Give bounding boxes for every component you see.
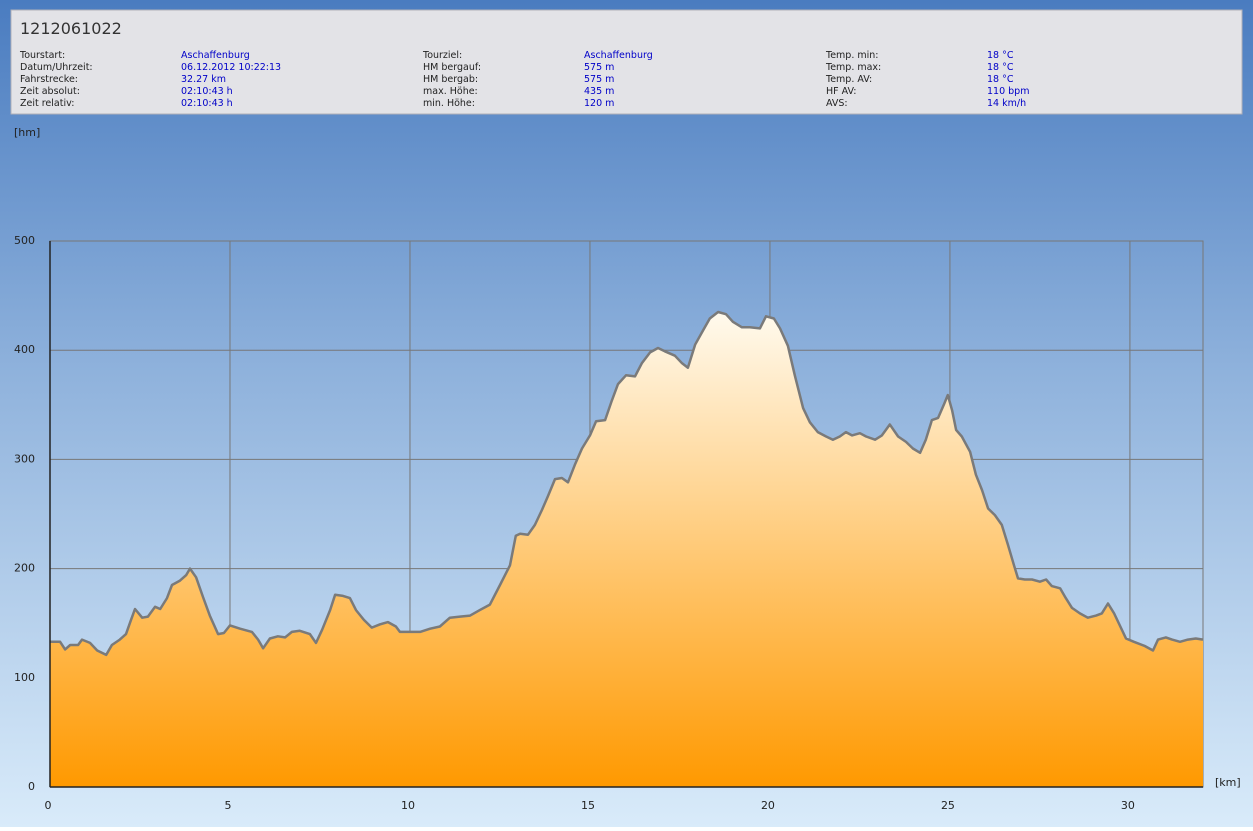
panel-title: 1212061022 [20,19,122,38]
field-label: Datum/Uhrzeit: [20,62,93,73]
info-fields: Tourstart: Aschaffenburg Datum/Uhrzeit: 06.… [19,50,1029,109]
field-label: Tourstart: [19,50,65,61]
field-label: Tourziel: [422,50,462,61]
field-label: min. Höhe: [423,98,475,109]
y-tick-label: 200 [14,562,35,575]
field-value: 02:10:43 h [181,98,233,109]
field-label: Temp. AV: [825,74,872,85]
y-tick-label: 300 [14,452,35,465]
x-tick-label: 10 [401,799,415,812]
x-tick-label: 25 [941,799,955,812]
y-tick-label: 0 [28,780,35,793]
line [50,310,1204,657]
field-value: 110 bpm [987,86,1029,97]
field-label: Zeit relativ: [20,98,74,109]
x-tick-label: 20 [761,799,775,812]
info-panel [10,9,1243,115]
field-value: 06.12.2012 10:22:13 [181,62,281,73]
field-value: 18 °C [987,50,1014,61]
y-tick-label: 400 [14,343,35,356]
x-tick-label: 30 [1121,799,1135,812]
field-value: 02:10:43 h [181,86,233,97]
area [50,312,1203,787]
x-axis-label: [km] [1215,776,1241,789]
field-label: Temp. min: [825,50,878,61]
field-value: 32.27 km [181,74,226,85]
field-value: Aschaffenburg [584,50,653,61]
field-label: HF AV: [826,86,856,97]
field-label: max. Höhe: [423,86,478,97]
y-tick-label: 100 [14,671,35,684]
field-label: HM bergauf: [423,62,481,73]
x-tick-label: 0 [45,799,52,812]
field-value: 435 m [584,86,614,97]
x-tick-label: 15 [581,799,595,812]
field-label: Zeit absolut: [20,86,80,97]
plot: 0 100 200 300 400 500 0 5 10 15 20 25 30 [hm] [km] [14,126,1241,812]
field-label: HM bergab: [423,74,478,85]
field-label: Fahrstrecke: [20,74,78,85]
field-value: 575 m [584,74,614,85]
field-value: 120 m [584,98,614,109]
field-label: Temp. max: [825,62,881,73]
field-label: AVS: [826,98,848,109]
field-value: 14 km/h [987,98,1026,109]
x-tick-label: 5 [224,799,231,812]
field-value: 18 °C [987,74,1014,85]
field-value: Aschaffenburg [181,50,250,61]
field-value: 575 m [584,62,614,73]
y-axis-label: [hm] [14,126,40,139]
y-tick-label: 500 [14,234,35,247]
field-value: 18 °C [987,62,1014,73]
